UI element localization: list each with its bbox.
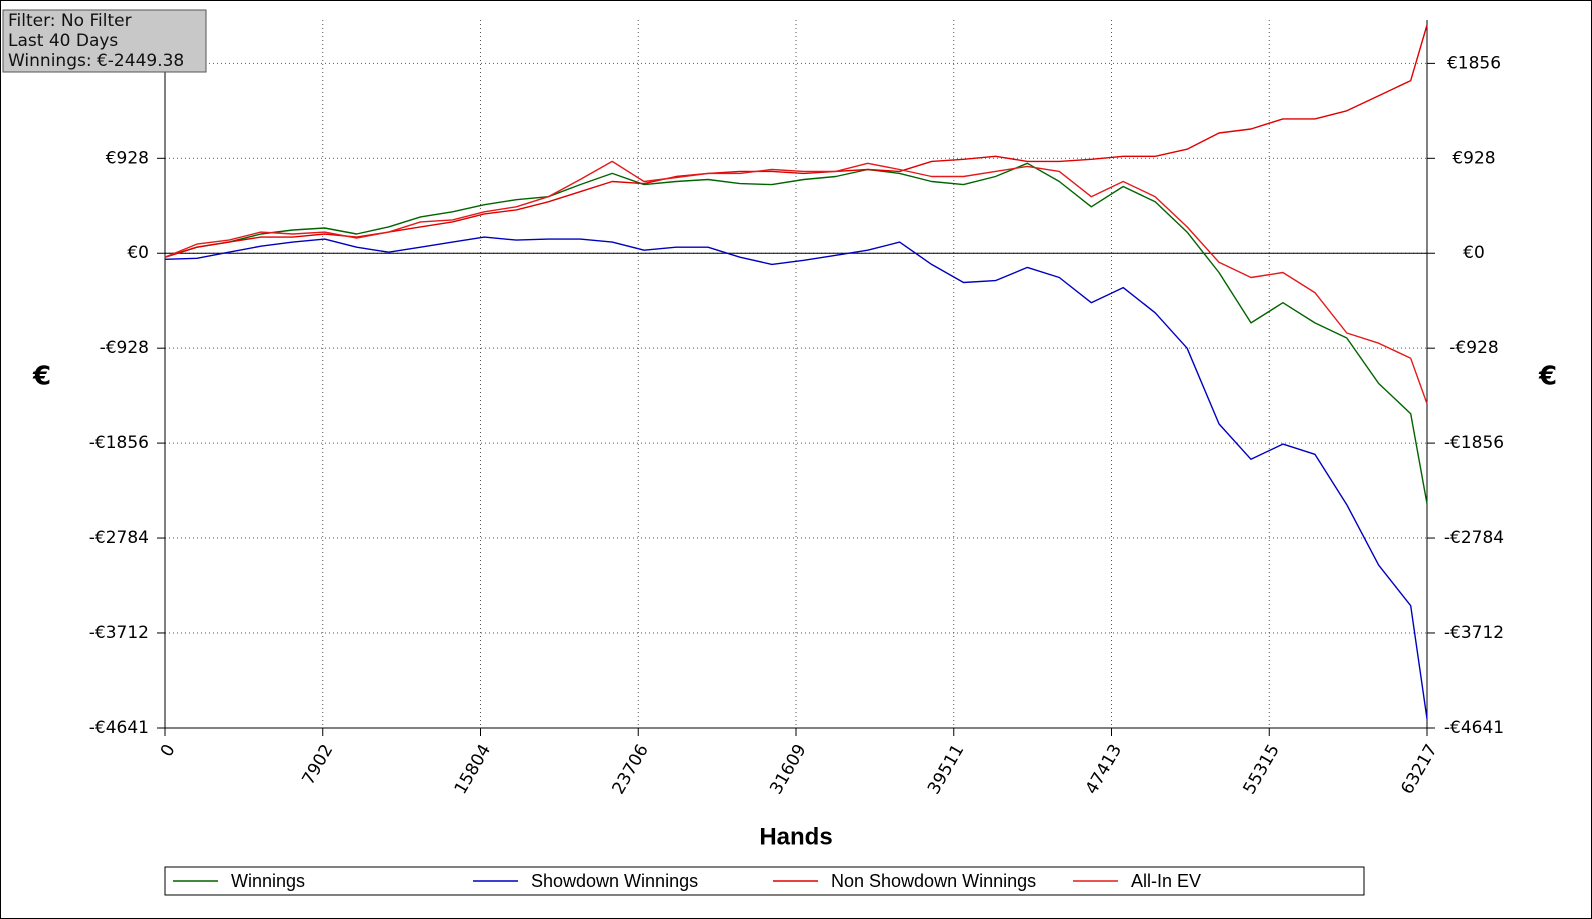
info-line: Last 40 Days <box>8 31 118 51</box>
legend-box <box>164 866 1365 896</box>
series-line <box>164 236 1428 719</box>
info-line: Filter: No Filter <box>8 11 132 31</box>
series-line <box>164 160 1428 404</box>
info-box-bg <box>2 9 207 73</box>
y-tick-label: -€3712 <box>89 623 149 643</box>
y2-tick-label: -€3712 <box>1444 623 1504 643</box>
legend-label: Showdown Winnings <box>531 871 698 891</box>
y-tick-label: -€928 <box>100 338 149 358</box>
x-axis-label: Hands <box>759 823 832 850</box>
y-tick-label: -€2784 <box>89 528 149 548</box>
y2-tick-label: -€928 <box>1449 338 1498 358</box>
y2-axis-label: € <box>1538 362 1557 392</box>
legend-label: Non Showdown Winnings <box>831 871 1036 891</box>
y-tick-label: -€4641 <box>89 718 149 738</box>
y2-tick-label: €1856 <box>1447 53 1501 73</box>
info-line: Winnings: €-2449.38 <box>8 51 184 71</box>
y2-tick-label: -€2784 <box>1444 528 1504 548</box>
series-line <box>164 162 1428 504</box>
y-tick-label: €928 <box>106 148 149 168</box>
y2-tick-label: €0 <box>1463 243 1485 263</box>
legend-label: Winnings <box>231 871 305 891</box>
y-tick-label: -€1856 <box>89 433 149 453</box>
legend: Winnings Showdown Winnings Non Showdown Wi… <box>164 866 1365 896</box>
y2-tick-label: -€4641 <box>1444 718 1504 738</box>
y2-tick-label: -€1856 <box>1444 433 1504 453</box>
y-axis-label: € <box>32 362 51 392</box>
legend-label: All-In EV <box>1131 871 1201 891</box>
y2-tick-label: €928 <box>1452 148 1495 168</box>
y-tick-label: €0 <box>127 243 149 263</box>
